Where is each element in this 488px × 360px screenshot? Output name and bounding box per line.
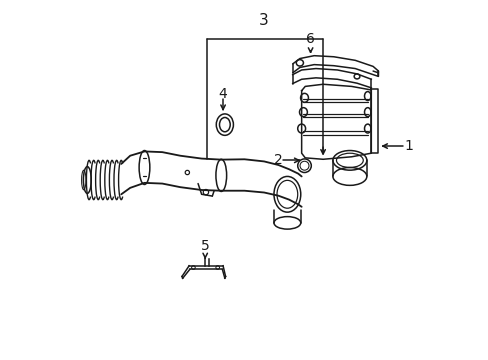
Text: 6: 6 bbox=[305, 32, 314, 46]
Text: 2: 2 bbox=[273, 153, 282, 167]
Text: 4: 4 bbox=[218, 87, 227, 101]
Text: 5: 5 bbox=[201, 239, 209, 253]
Text: 3: 3 bbox=[259, 13, 268, 28]
Text: 1: 1 bbox=[404, 139, 412, 153]
